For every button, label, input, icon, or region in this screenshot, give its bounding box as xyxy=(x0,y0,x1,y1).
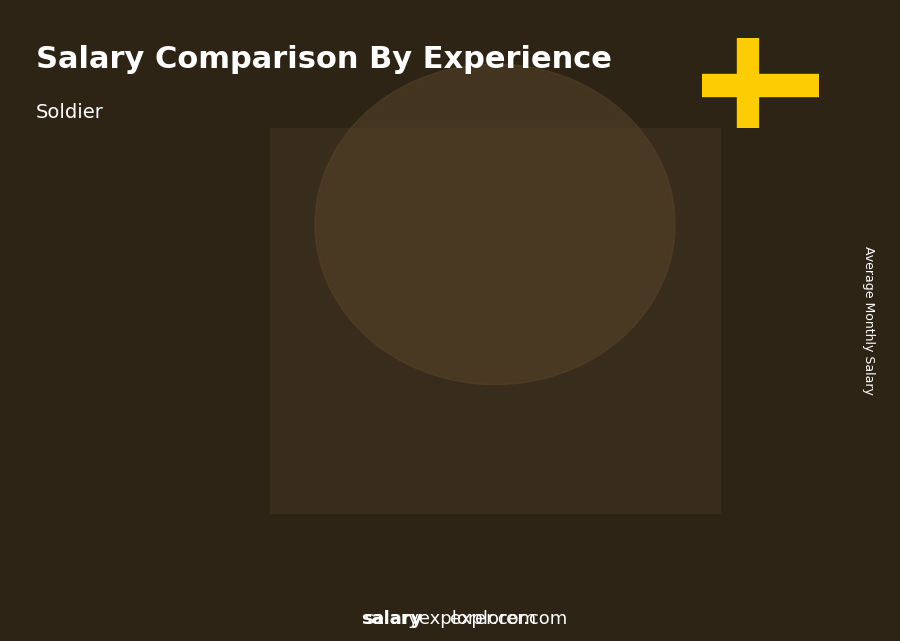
Text: 50,900 SEK: 50,900 SEK xyxy=(712,101,788,115)
Bar xyxy=(715,120,785,571)
Text: Salary Comparison By Experience: Salary Comparison By Experience xyxy=(36,45,612,74)
Text: +10%: +10% xyxy=(527,90,586,108)
Bar xyxy=(199,337,270,571)
Bar xyxy=(456,184,527,571)
Text: +42%: +42% xyxy=(269,189,328,207)
Text: explorer.com: explorer.com xyxy=(450,610,567,628)
Bar xyxy=(135,381,140,571)
Bar xyxy=(264,337,270,571)
Bar xyxy=(61,381,70,571)
Text: 43,700 SEK: 43,700 SEK xyxy=(454,165,530,178)
Text: Average Monthly Salary: Average Monthly Salary xyxy=(862,246,875,395)
Text: salary: salary xyxy=(361,610,422,628)
Text: salaryexplorer.com: salaryexplorer.com xyxy=(364,610,536,628)
Text: +17%: +17% xyxy=(399,131,456,149)
Text: +23%: +23% xyxy=(140,288,199,306)
Bar xyxy=(270,128,720,513)
Text: 26,400 SEK: 26,400 SEK xyxy=(196,319,272,332)
Bar xyxy=(190,337,199,571)
Text: 48,100 SEK: 48,100 SEK xyxy=(583,126,659,139)
Bar xyxy=(577,145,585,571)
Bar xyxy=(651,145,656,571)
Bar xyxy=(779,120,785,571)
Text: 37,400 SEK: 37,400 SEK xyxy=(325,221,400,234)
Text: +6%: +6% xyxy=(662,64,708,82)
Bar xyxy=(320,240,328,571)
Bar xyxy=(706,120,715,571)
Bar xyxy=(70,381,140,571)
Text: 21,500 SEK: 21,500 SEK xyxy=(68,362,143,375)
Bar xyxy=(702,74,819,96)
Bar xyxy=(328,240,399,571)
Ellipse shape xyxy=(315,64,675,385)
Bar xyxy=(585,145,656,571)
Bar xyxy=(448,184,456,571)
Bar xyxy=(392,240,399,571)
Bar xyxy=(522,184,527,571)
Text: Soldier: Soldier xyxy=(36,103,104,122)
Bar xyxy=(737,38,758,128)
